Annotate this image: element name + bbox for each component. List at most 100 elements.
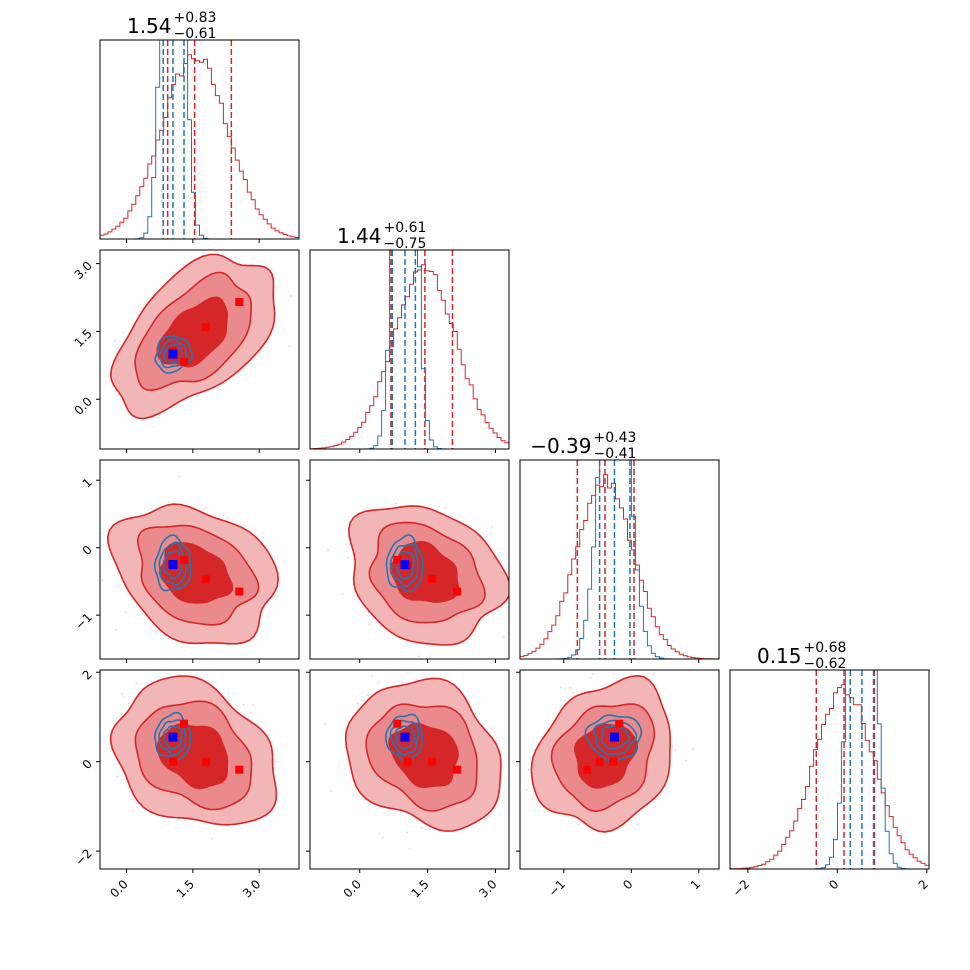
x-tick-label: −2: [730, 877, 752, 899]
blue-contour-1: [389, 719, 420, 756]
panel-title-2: −0.39 +0.43−0.41: [530, 430, 636, 462]
scatter-point: [114, 629, 117, 632]
scatter-point: [367, 694, 369, 697]
title-plus: +0.68: [804, 640, 847, 656]
scatter-point: [516, 781, 518, 783]
panel-0-0: [99, 39, 300, 240]
scatter-point: [529, 569, 531, 571]
panel-content: [525, 672, 695, 833]
scatter-point: [503, 636, 505, 638]
scatter-point: [327, 549, 329, 551]
scatter-point: [590, 676, 592, 679]
title-plus: +0.83: [174, 10, 217, 26]
blue-contour-2: [600, 725, 630, 750]
y-tick-label: 0: [80, 543, 95, 558]
x-tick-label: 0: [826, 877, 841, 892]
scatter-point: [511, 734, 513, 736]
x-tick-label: 1.5: [174, 877, 197, 900]
scatter-point: [378, 832, 381, 835]
scatter-point: [115, 775, 118, 778]
scatter-point: [95, 523, 97, 525]
scatter-point: [428, 828, 431, 831]
histogram-series-1: [730, 670, 929, 869]
red-marker-1: [180, 719, 189, 728]
scatter-point: [101, 579, 104, 582]
scatter-point: [692, 748, 695, 750]
panel-content: [73, 250, 293, 420]
panel-content: [100, 40, 299, 239]
red-marker-2: [202, 322, 211, 331]
scatter-point: [276, 760, 278, 763]
scatter-point: [387, 814, 389, 816]
title-minus: −0.62: [804, 656, 847, 672]
panel-2-0: [95, 459, 300, 660]
scatter-point: [73, 358, 75, 360]
blue-contour-0: [384, 713, 423, 762]
blue-contour-0: [385, 534, 424, 593]
axes-frame: [519, 459, 720, 660]
scatter-point: [341, 592, 344, 595]
scatter-point: [417, 655, 420, 657]
y-tick-label: 0: [80, 757, 95, 772]
scatter-point: [152, 290, 155, 292]
red-marker-2: [202, 757, 211, 766]
scatter-point: [571, 691, 574, 694]
axes-frame: [99, 459, 300, 660]
scatter-point: [121, 693, 123, 695]
x-tick-label: 2: [916, 877, 931, 892]
red-marker-2: [202, 575, 211, 584]
scatter-point: [221, 253, 224, 255]
y-tick-label: 1: [80, 475, 95, 490]
panel-title-0: 1.54 +0.83−0.61: [127, 10, 216, 42]
histogram-series-0: [730, 684, 929, 869]
scatter-point: [226, 517, 229, 519]
axes-frame: [729, 669, 930, 870]
panel-title-1: 1.44 +0.61−0.75: [337, 220, 426, 252]
scatter-point: [406, 831, 409, 834]
title-plus: +0.61: [384, 220, 427, 236]
scatter-point: [443, 507, 446, 509]
truth-marker: [168, 732, 178, 742]
scatter-point: [330, 790, 332, 792]
y-tick-label: 3.0: [72, 259, 95, 282]
panels-layer: [73, 39, 930, 870]
title-minus: −0.75: [384, 236, 427, 252]
blue-contour-1: [593, 719, 638, 756]
y-tick-label: 1.5: [72, 326, 95, 349]
scatter-point: [157, 416, 160, 419]
panel-3-1: [309, 669, 518, 870]
panel-content: [520, 460, 719, 659]
blue-contour-0: [154, 711, 192, 761]
red-marker-1: [615, 719, 624, 728]
scatter-point: [368, 623, 371, 626]
scatter-point: [288, 345, 291, 347]
axes-frame: [309, 249, 510, 450]
scatter-point: [180, 646, 182, 648]
axes-frame: [99, 249, 300, 450]
scatter-point: [114, 340, 116, 343]
titles-layer: 1.54 +0.83−0.61 1.44 +0.61−0.75 −0.39 +0.43−0…: [127, 10, 846, 672]
red-marker-0: [168, 757, 177, 766]
scatter-point: [416, 820, 418, 822]
scatter-point: [531, 797, 534, 800]
title-median: 1.44: [337, 224, 382, 248]
scatter-point: [420, 826, 423, 829]
scatter-point: [251, 704, 254, 707]
scatter-point: [290, 295, 293, 297]
scatter-point: [324, 723, 327, 725]
scatter-point: [352, 793, 355, 796]
panel-1-1: [309, 249, 510, 450]
scatter-point: [116, 585, 119, 587]
blue-contour-1: [158, 541, 187, 586]
blue-contour-1: [389, 543, 419, 588]
scatter-point: [127, 702, 130, 705]
panel-3-0: [99, 669, 300, 870]
blue-contour-0: [154, 335, 194, 374]
scatter-point: [673, 749, 676, 752]
x-tick-label: 0.0: [107, 877, 130, 900]
scatter-point: [527, 769, 530, 771]
axes-frame: [519, 669, 720, 870]
histogram-series-1: [100, 40, 299, 239]
truth-marker: [400, 560, 410, 570]
x-tick-label: 3.0: [476, 877, 499, 900]
